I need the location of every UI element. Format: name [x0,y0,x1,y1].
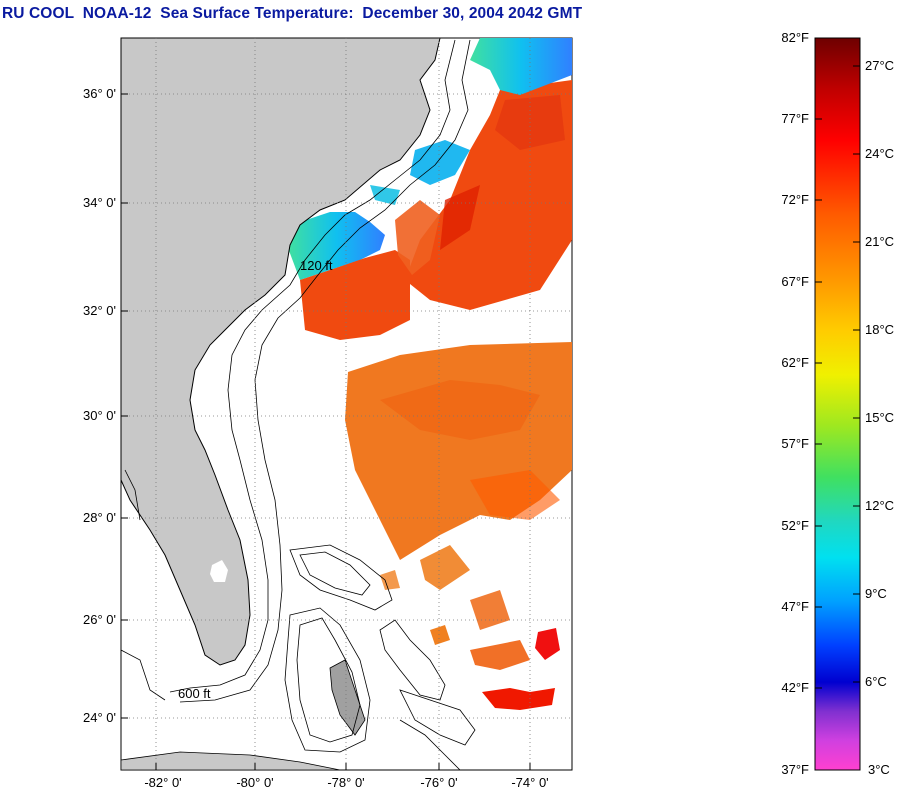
map-title: RU COOL NOAA-12 Sea Surface Temperature:… [2,5,583,22]
lat-label: 30° 0' [83,408,116,423]
axis-ticks [121,93,531,770]
lat-label: 26° 0' [83,612,116,627]
cool-water-north [470,38,572,95]
f-label: 47°F [781,599,809,614]
c-label: 3°C [868,762,890,777]
f-label: 72°F [781,192,809,207]
longitude-labels: -82° 0' -80° 0' -78° 0' -76° 0' -74° 0' [144,775,548,790]
lon-label: -80° 0' [236,775,273,790]
colorbar-ticks [815,65,860,689]
c-label: 18°C [865,322,894,337]
lon-label: -74° 0' [511,775,548,790]
f-label: 57°F [781,436,809,451]
colorbar-f-labels: 82°F 77°F 72°F 67°F 62°F 57°F 52°F 47°F … [781,30,809,777]
warm-patch-south [482,688,555,710]
land-mass-us [121,38,441,666]
land-cuba [121,751,341,770]
lat-label: 32° 0' [83,303,116,318]
latitude-labels: 36° 0' 34° 0' 32° 0' 30° 0' 28° 0' 26° 0… [83,86,116,725]
f-label: 42°F [781,680,809,695]
f-label: 67°F [781,274,809,289]
bathymetry-contours [121,39,476,770]
lat-label: 24° 0' [83,710,116,725]
lon-label: -76° 0' [420,775,457,790]
f-label: 52°F [781,518,809,533]
c-label: 21°C [865,234,894,249]
lat-label: 36° 0' [83,86,116,101]
f-label: 37°F [781,762,809,777]
warm-block-carolina [300,250,410,340]
land-andros [329,659,366,736]
contour-label-120: 120 ft [300,258,333,273]
lon-label: -78° 0' [327,775,364,790]
lake-okeechobee [210,560,228,582]
cool-water-hatteras [410,140,470,185]
c-label: 12°C [865,498,894,513]
c-label: 24°C [865,146,894,161]
colorbar-c-labels: 27°C 24°C 21°C 18°C 15°C 12°C 9°C 6°C 3°… [865,58,894,777]
temperature-colorbar [814,37,861,771]
c-label: 15°C [865,410,894,425]
contour-label-600: 600 ft [178,686,211,701]
c-label: 6°C [865,674,887,689]
sst-data-layer [288,38,572,710]
lon-label: -82° 0' [144,775,181,790]
f-label: 77°F [781,111,809,126]
lat-label: 34° 0' [83,195,116,210]
cool-water-carolina [288,212,385,280]
c-label: 27°C [865,58,894,73]
f-label: 62°F [781,355,809,370]
f-label: 82°F [781,30,809,45]
lat-label: 28° 0' [83,510,116,525]
c-label: 9°C [865,586,887,601]
